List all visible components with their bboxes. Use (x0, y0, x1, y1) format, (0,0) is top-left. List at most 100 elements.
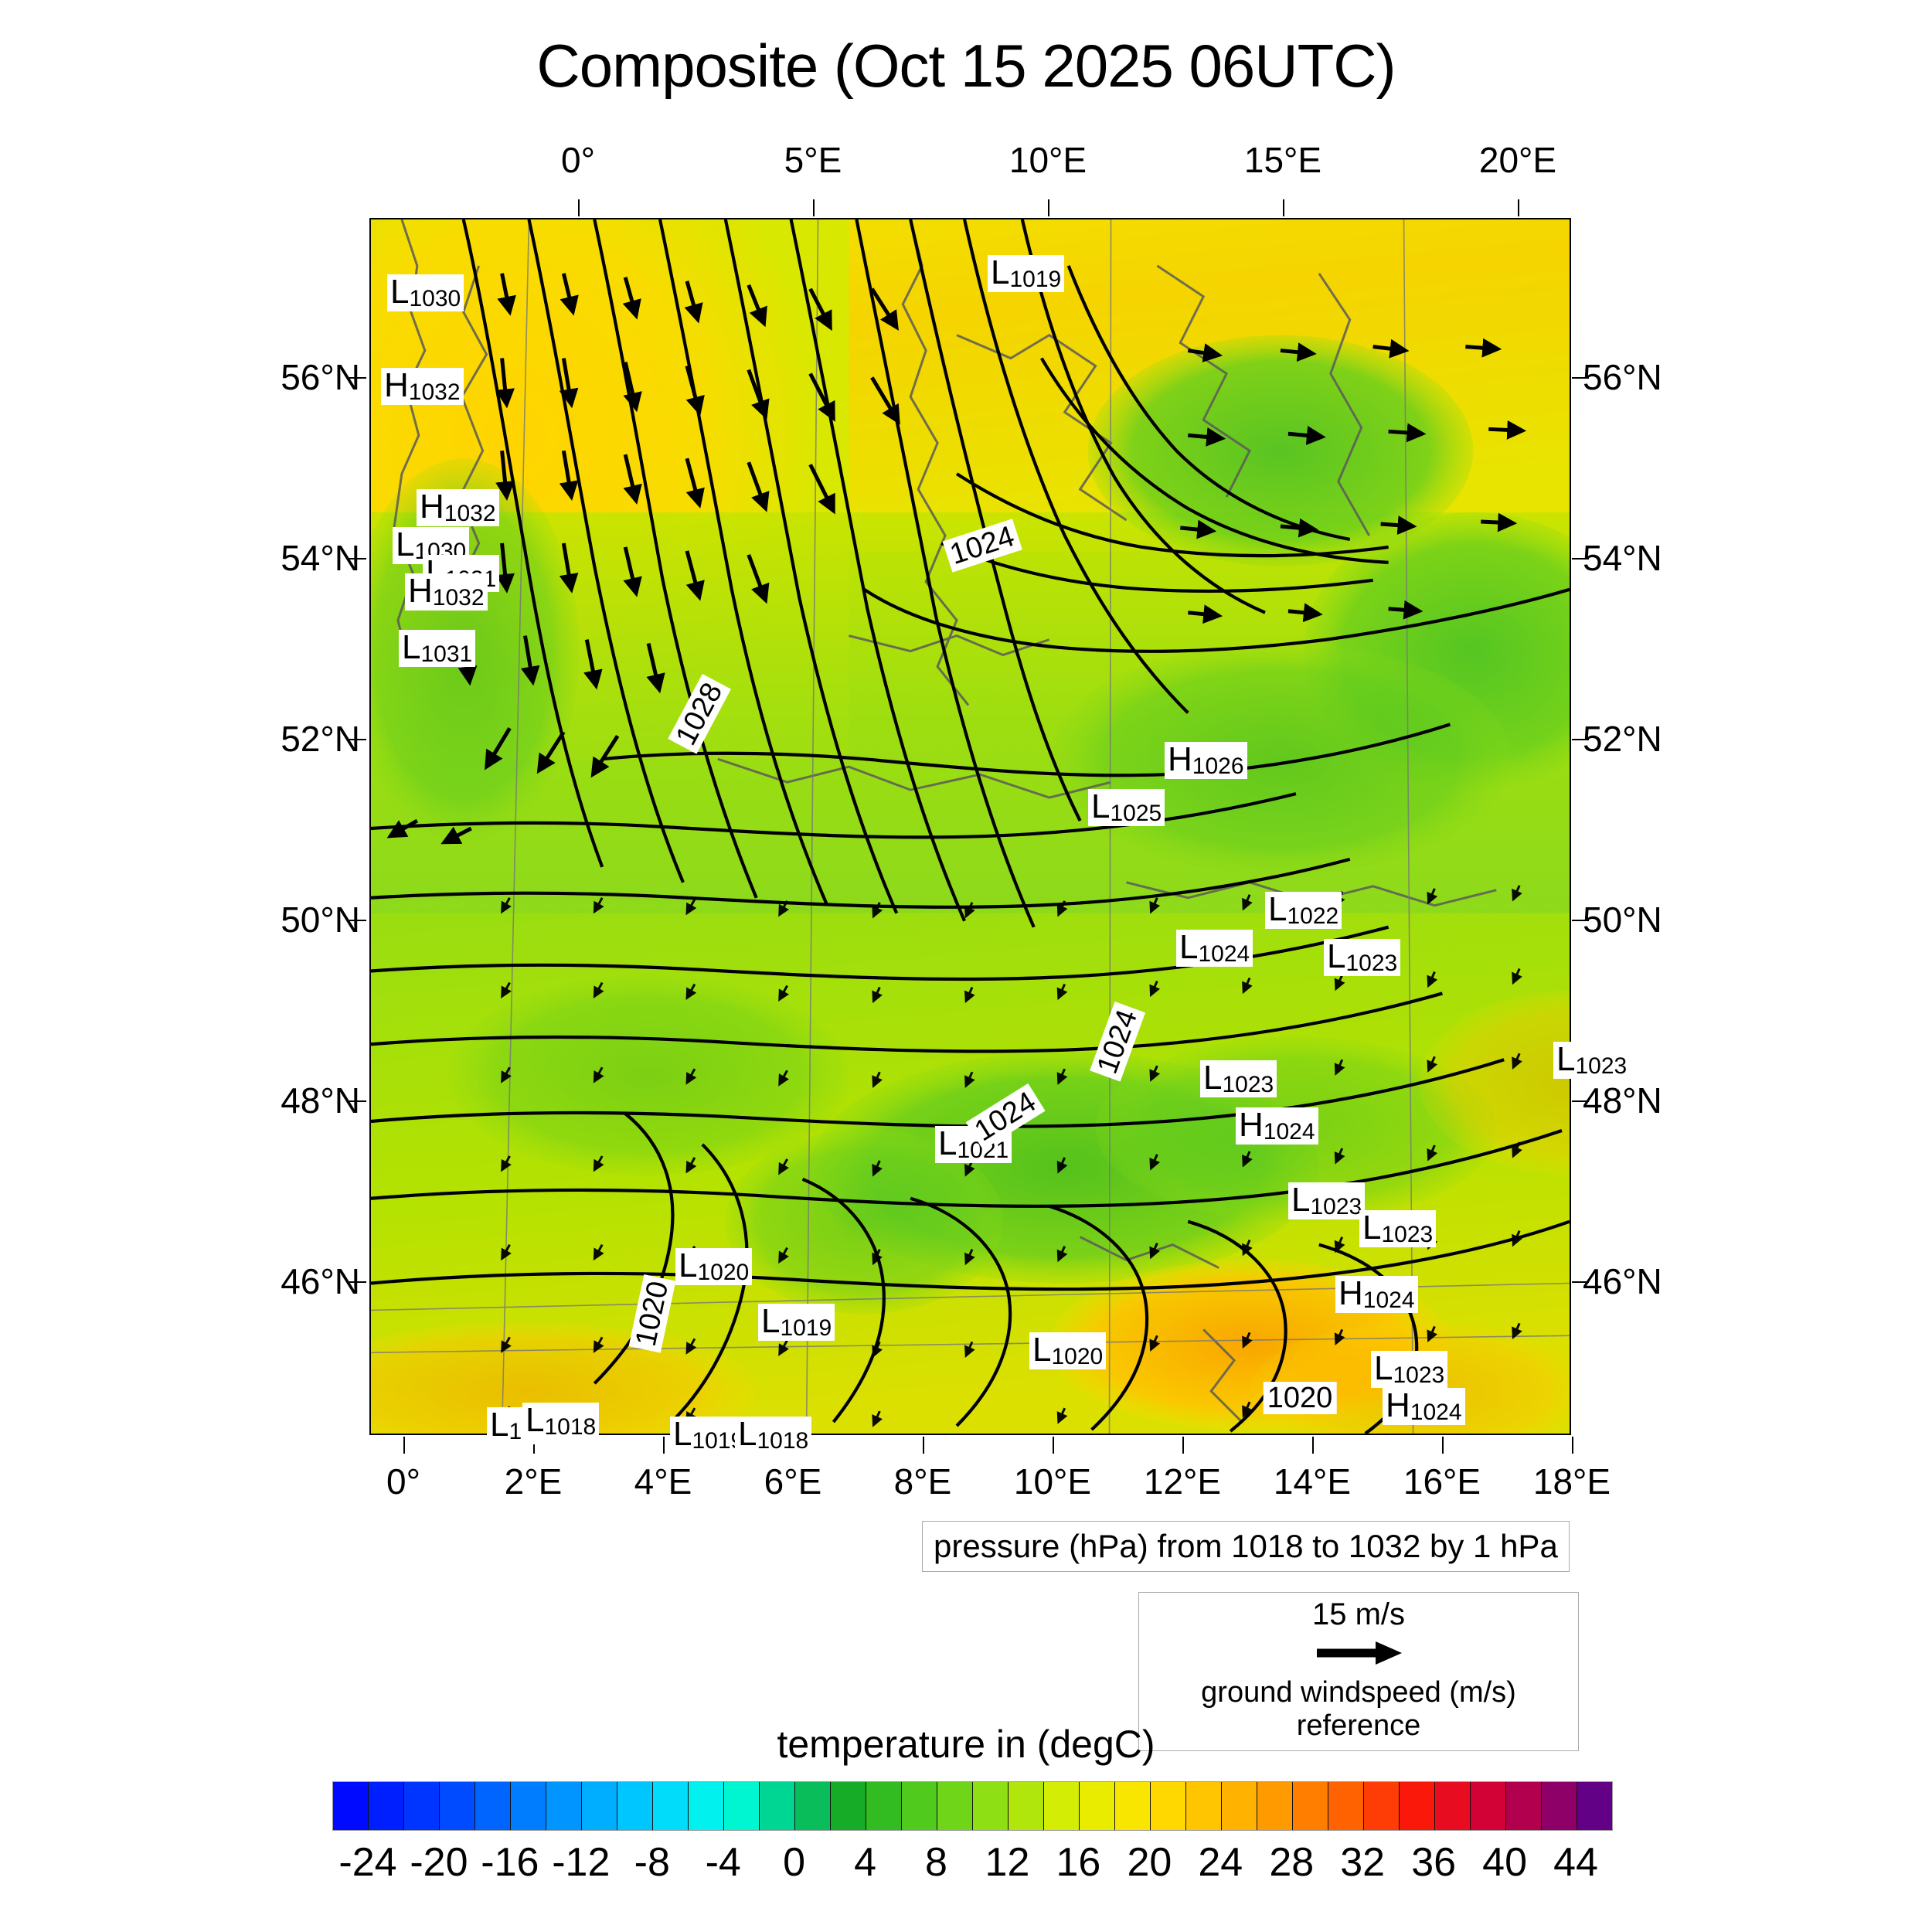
bottom-tick (533, 1437, 535, 1454)
bottom-axis-label-0: 0° (386, 1461, 420, 1502)
wind-arrow-icon (1317, 1641, 1402, 1665)
bottom-axis-label-8: 16°E (1403, 1461, 1481, 1502)
right-tick (1572, 558, 1589, 560)
right-tick (1572, 377, 1589, 379)
colorbar-label--24: -24 (338, 1840, 397, 1885)
pressure-center-l-1022: L1022 (1265, 892, 1342, 929)
colorbar-swatch (1009, 1782, 1044, 1830)
bottom-axis-label-9: 18°E (1532, 1461, 1611, 1502)
right-tick (1572, 1100, 1589, 1102)
pressure-center-l-1020: L1020 (675, 1248, 753, 1285)
top-tick (1518, 199, 1519, 216)
wind-reference-value: 15 m/s (1311, 1597, 1406, 1631)
colorbar-swatch (582, 1782, 617, 1830)
colorbar-swatch (1435, 1782, 1471, 1830)
top-axis-label-4: 20°E (1478, 140, 1557, 180)
bottom-axis-label-3: 6°E (764, 1461, 822, 1502)
left-tick (349, 558, 366, 560)
pressure-legend: pressure (hPa) from 1018 to 1032 by 1 hP… (922, 1521, 1570, 1572)
pressure-center-l-1019: L1019 (988, 255, 1065, 292)
top-axis-label-1: 5°E (784, 140, 842, 180)
pressure-center-l-1024: L1024 (1176, 930, 1253, 967)
colorbar-swatch (546, 1782, 582, 1830)
bottom-axis-label-4: 8°E (893, 1461, 952, 1502)
bottom-tick (1053, 1437, 1054, 1454)
left-tick (349, 739, 366, 740)
bottom-tick (1572, 1437, 1573, 1454)
colorbar-swatch (1293, 1782, 1328, 1830)
top-tick (1048, 199, 1049, 216)
colorbar-swatch (831, 1782, 866, 1830)
colorbar-swatch (1115, 1782, 1151, 1830)
left-tick (349, 1100, 366, 1102)
left-tick (349, 1281, 366, 1283)
colorbar-swatch (1222, 1782, 1257, 1830)
bottom-tick (403, 1437, 405, 1454)
bottom-tick (1312, 1437, 1314, 1454)
right-axis-label-0: 56°N (1583, 357, 1662, 397)
colorbar-swatch (689, 1782, 724, 1830)
colorbar-tick-labels: -24 -20 -16 -12 -8 -4 0 4 8 12 16 20 24 28 32 36 40 44 (332, 1839, 1611, 1886)
colorbar-swatch (653, 1782, 689, 1830)
left-tick (349, 377, 366, 379)
colorbar-swatch (369, 1782, 404, 1830)
colorbar-label-24: 24 (1198, 1840, 1243, 1885)
left-axis-label-2: 52°N (281, 719, 360, 759)
pressure-center-h-1032: H1032 (417, 489, 499, 526)
bottom-axis-label-1: 2°E (504, 1461, 563, 1502)
pressure-center-l-1023: L1023 (1324, 939, 1401, 976)
left-axis-label-4: 48°N (281, 1080, 360, 1121)
map-plot-area[interactable] (369, 218, 1571, 1435)
right-axis-label-4: 48°N (1583, 1080, 1662, 1121)
pressure-center-l-1019: L1019 (758, 1304, 835, 1341)
colorbar-label--8: -8 (634, 1840, 670, 1885)
colorbar-swatch (795, 1782, 831, 1830)
top-axis-label-3: 15°E (1243, 140, 1322, 180)
pressure-center-l-1023: L1023 (1371, 1351, 1448, 1388)
colorbar-swatch (475, 1782, 511, 1830)
contour-label-1020-5: 1020 (1263, 1382, 1337, 1414)
colorbar-swatch (1080, 1782, 1115, 1830)
bottom-tick (1442, 1437, 1444, 1454)
colorbar-swatch (1542, 1782, 1577, 1830)
top-tick (1283, 199, 1284, 216)
colorbar-label--12: -12 (552, 1840, 611, 1885)
right-tick (1572, 920, 1589, 921)
top-tick (813, 199, 815, 216)
colorbar-swatch (1328, 1782, 1364, 1830)
bottom-tick (1182, 1437, 1184, 1454)
right-tick (1572, 1281, 1589, 1283)
colorbar-swatch (440, 1782, 475, 1830)
pressure-center-h-1024: H1024 (1236, 1107, 1318, 1145)
top-axis-label-2: 10°E (1009, 140, 1087, 180)
colorbar-title: temperature in (degC) (777, 1723, 1155, 1766)
colorbar-swatch (866, 1782, 902, 1830)
wind-reference-caption: ground windspeed (m/s) reference (1201, 1676, 1516, 1742)
colorbar-label-44: 44 (1553, 1840, 1598, 1885)
wind-reference-legend: 15 m/s ground windspeed (m/s) reference (1138, 1592, 1579, 1751)
colorbar-swatch (1471, 1782, 1506, 1830)
colorbar-label--16: -16 (481, 1840, 539, 1885)
pressure-center-l-1030: L1030 (387, 274, 464, 311)
pressure-center-l-1018: L1018 (735, 1417, 812, 1454)
colorbar-label-32: 32 (1340, 1840, 1386, 1885)
left-axis-label-3: 50°N (281, 900, 360, 940)
bottom-axis-label-6: 12°E (1143, 1461, 1222, 1502)
pressure-center-l-1023: L1023 (1200, 1060, 1277, 1097)
colorbar-swatch (511, 1782, 546, 1830)
pressure-center-l-1031: L1031 (399, 630, 476, 667)
colorbar-swatch (333, 1782, 369, 1830)
pressure-center-l-1023: L1023 (1359, 1210, 1437, 1247)
colorbar-swatch (404, 1782, 440, 1830)
colorbar-swatch (937, 1782, 973, 1830)
temperature-colorbar[interactable] (332, 1781, 1613, 1831)
colorbar-swatch (617, 1782, 653, 1830)
colorbar-label-36: 36 (1411, 1840, 1457, 1885)
right-axis-label-5: 46°N (1583, 1261, 1662, 1301)
left-axis-label-5: 46°N (281, 1261, 360, 1301)
colorbar-swatch (760, 1782, 795, 1830)
colorbar-label-8: 8 (925, 1840, 947, 1885)
map-canvas (371, 219, 1570, 1434)
top-axis-label-0: 0° (561, 140, 595, 180)
left-axis-label-0: 56°N (281, 357, 360, 397)
